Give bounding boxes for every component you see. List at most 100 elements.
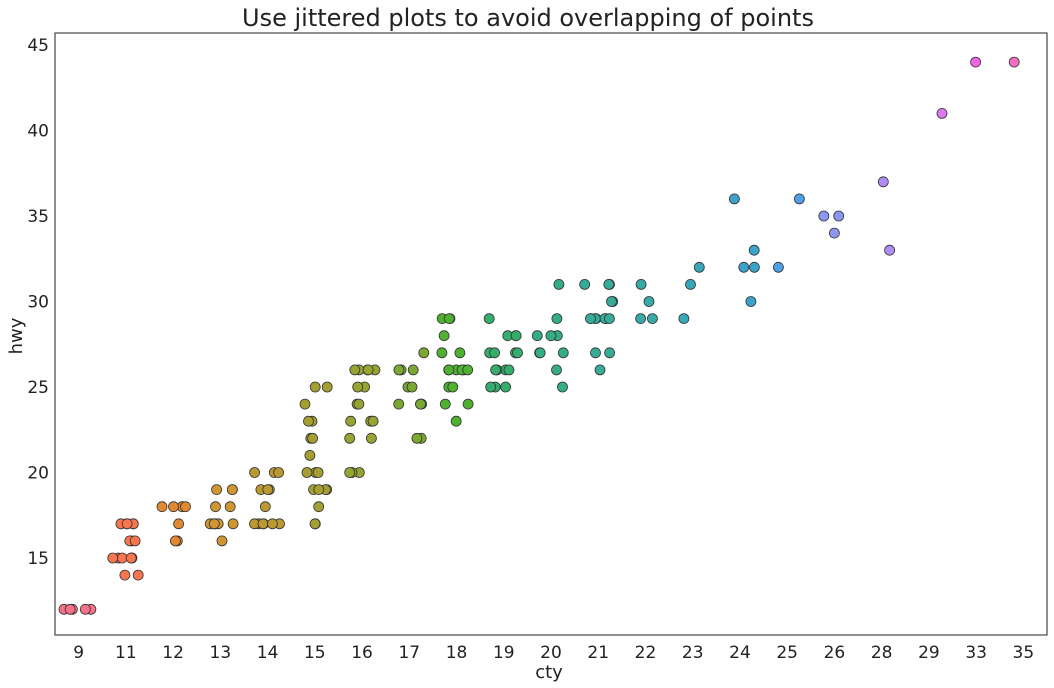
x-axis-label: cty (535, 662, 563, 683)
scatter-point (266, 518, 278, 530)
scatter-point (579, 278, 591, 290)
scatter-point (436, 347, 448, 359)
x-tick-label: 18 (446, 643, 468, 663)
scatter-point (418, 347, 430, 359)
scatter-point (748, 244, 760, 256)
scatter-point (349, 364, 361, 376)
y-tick-label: 25 (27, 378, 49, 398)
x-tick-label: 17 (398, 643, 420, 663)
scatter-point (273, 467, 285, 478)
scatter-point (438, 330, 450, 342)
scatter-point (313, 484, 325, 496)
x-tick-label: 35 (1013, 643, 1035, 663)
x-tick-label: 14 (257, 643, 279, 663)
scatter-point (551, 364, 562, 376)
scatter-point (545, 330, 557, 342)
scatter-point (132, 569, 144, 581)
scatter-point (365, 432, 377, 444)
scatter-point (362, 364, 374, 376)
scatter-point (970, 56, 981, 68)
scatter-point (818, 210, 830, 222)
scatter-point (125, 552, 137, 564)
scatter-point (312, 467, 324, 478)
scatter-point (534, 347, 546, 359)
scatter-point (216, 535, 228, 547)
scatter-point (309, 518, 321, 530)
scatter-point (510, 330, 522, 342)
scatter-point (936, 108, 948, 119)
scatter-point (553, 278, 565, 290)
scatter-point (249, 467, 261, 478)
x-tick-label: 22 (635, 643, 657, 663)
y-tick-label: 40 (27, 121, 49, 141)
scatter-point (299, 398, 311, 410)
y-tick-label: 20 (27, 464, 49, 484)
scatter-point (406, 381, 418, 393)
scatter-point (557, 381, 568, 393)
scatter-point (168, 501, 179, 513)
x-tick-label: 13 (210, 643, 232, 663)
x-tick-label: 16 (351, 643, 373, 663)
scatter-point (877, 176, 889, 188)
x-tick-label: 26 (824, 643, 846, 663)
scatter-point (647, 313, 658, 325)
scatter-point (224, 501, 236, 513)
plot-area-frame (54, 32, 1048, 636)
y-tick-label: 15 (27, 549, 49, 569)
scatter-point (604, 347, 615, 359)
x-tick-label: 12 (162, 643, 184, 663)
scatter-point (551, 313, 563, 325)
scatter-point (500, 381, 512, 393)
scatter-point (585, 313, 596, 325)
scatter-point (79, 603, 91, 615)
scatter-point (211, 484, 223, 496)
scatter-point (462, 398, 474, 410)
scatter-point (489, 347, 501, 359)
scatter-point (603, 278, 615, 290)
scatter-point (345, 415, 357, 427)
scatter-point (557, 347, 569, 359)
scatter-point (635, 313, 646, 325)
scatter-point (1008, 56, 1020, 68)
scatter-point (313, 501, 325, 513)
scatter-point (884, 244, 895, 256)
x-tick-label: 21 (587, 643, 609, 663)
x-tick-label: 19 (493, 643, 515, 663)
scatter-point (447, 381, 459, 393)
scatter-point (169, 535, 181, 547)
scatter-point (829, 227, 840, 239)
scatter-point (321, 381, 333, 393)
scatter-point (604, 313, 615, 325)
scatter-point (393, 398, 405, 410)
x-tick-label: 20 (540, 643, 562, 663)
scatter-point (443, 313, 455, 325)
scatter-point (307, 432, 319, 444)
scatter-point (531, 330, 543, 342)
scatter-point (262, 484, 274, 496)
scatter-point (693, 261, 705, 273)
x-tick-label: 28 (871, 643, 893, 663)
scatter-point (773, 261, 784, 273)
scatter-point (833, 210, 845, 222)
scatter-point (173, 518, 185, 530)
scatter-point (226, 484, 238, 496)
scatter-point (64, 603, 76, 615)
scatter-point (685, 278, 696, 290)
x-axis-ticks: 9 11 12 13 14 15 16 17 18 19 20 21 22 23 24 25 26 28 29 33 3… (73, 643, 1034, 663)
scatter-point (156, 501, 168, 513)
scatter-point (344, 432, 356, 444)
scatter-point (483, 313, 495, 325)
scatter-point (485, 381, 497, 393)
x-tick-label: 23 (682, 643, 704, 663)
scatter-points (58, 56, 1020, 615)
scatter-point (208, 518, 220, 530)
scatter-point (407, 364, 419, 376)
y-tick-label: 35 (27, 207, 49, 227)
scatter-point (635, 278, 647, 290)
scatter-point (121, 518, 133, 530)
scatter-point (503, 364, 515, 376)
scatter-point (590, 347, 601, 359)
scatter-point (490, 364, 502, 376)
y-axis-ticks: 15 20 25 30 35 40 45 (27, 36, 49, 569)
